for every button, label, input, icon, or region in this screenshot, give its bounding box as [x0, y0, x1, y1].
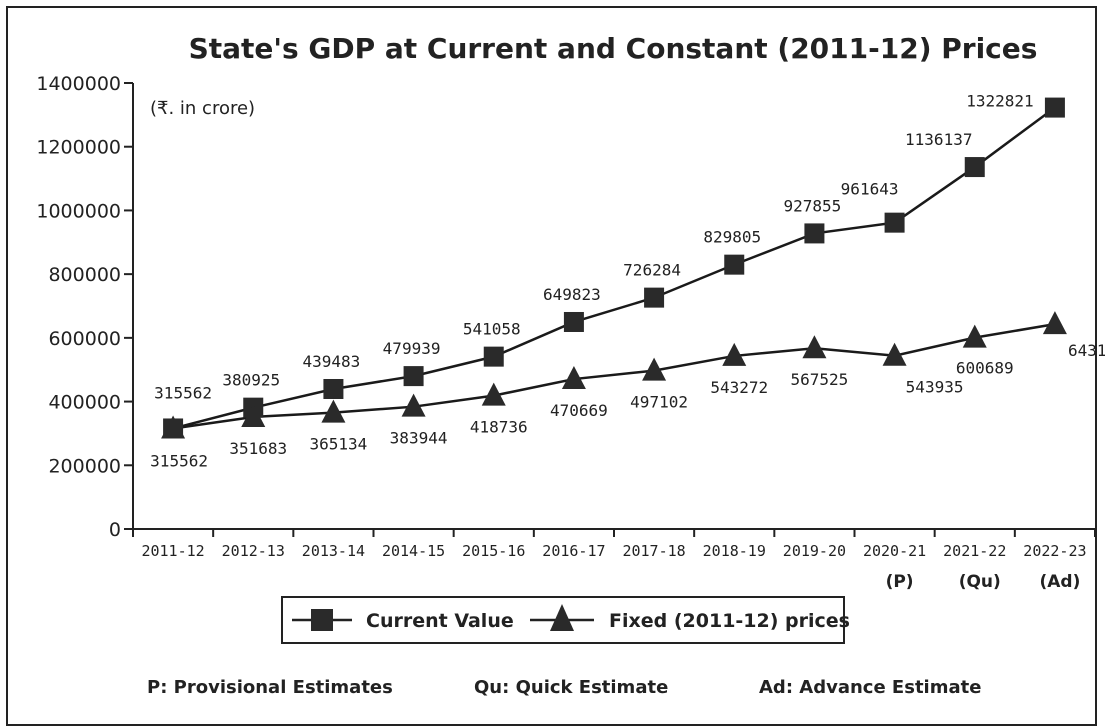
- fixed-prices-point: [161, 415, 186, 439]
- fixed-prices-point: [882, 342, 907, 366]
- fixed-prices-data-label: 497102: [630, 393, 688, 412]
- current-value-data-label: 927855: [784, 196, 842, 215]
- y-tick-label: 1200000: [36, 137, 121, 159]
- current-value-data-label: 479939: [383, 339, 441, 358]
- current-value-point: [724, 254, 745, 275]
- legend-current-label: Current Value: [366, 610, 514, 632]
- x-tick-label: 2020-21: [863, 542, 926, 560]
- current-value-point: [884, 212, 905, 233]
- x-tick-label: 2014-15: [382, 542, 445, 560]
- current-value-data-label: 380925: [222, 371, 280, 390]
- x-tick-label: 2013-14: [302, 542, 365, 560]
- series-markers: [161, 97, 1067, 439]
- fixed-prices-point: [481, 382, 506, 406]
- footnote-advance: Ad: Advance Estimate: [759, 677, 981, 698]
- x-tick-label: 2018-19: [703, 542, 766, 560]
- legend-square-marker: [311, 609, 333, 631]
- current-value-point: [804, 223, 825, 244]
- fixed-prices-point: [642, 357, 667, 381]
- footnote-provisional: P: Provisional Estimates: [147, 677, 393, 698]
- fixed-prices-data-label: 351683: [229, 439, 287, 458]
- legend: Current Value Fixed (2011-12) prices: [281, 596, 850, 644]
- fixed-prices-point: [241, 403, 266, 427]
- fixed-prices-data-label: 315562: [150, 451, 208, 470]
- x-tick-sublabel: (P): [886, 572, 914, 592]
- current-value-point: [964, 157, 985, 178]
- fixed-prices-point: [321, 399, 346, 423]
- fixed-prices-point: [802, 335, 827, 359]
- fixed-prices-point: [401, 393, 426, 417]
- legend-fixed-label: Fixed (2011-12) prices: [609, 610, 850, 632]
- chart-title: State's GDP at Current and Constant (201…: [189, 32, 1038, 65]
- current-value-point: [563, 311, 584, 332]
- fixed-prices-data-label: 470669: [550, 401, 608, 420]
- current-value-point: [483, 346, 504, 367]
- y-tick-label: 400000: [48, 392, 121, 414]
- fixed-prices-data-label: 543935: [906, 378, 964, 397]
- x-tick-label: 2022-23: [1023, 542, 1086, 560]
- x-tick-sublabel: (Qu): [959, 572, 1001, 592]
- current-value-data-label: 726284: [623, 261, 681, 280]
- fixed-prices-data-label: 365134: [310, 435, 368, 454]
- axes: 0 200000 400000 600000 800000 1000000 1200000 1…: [36, 73, 1096, 592]
- fixed-prices-data-label: 643124: [1068, 341, 1105, 360]
- fixed-prices-data-label: 418736: [470, 418, 528, 437]
- fixed-prices-point: [1042, 311, 1067, 335]
- y-tick-label: 1400000: [36, 73, 121, 95]
- x-tick-label: 2017-18: [622, 542, 685, 560]
- fixed-prices-line: [172, 322, 1056, 430]
- fixed-prices-point: [561, 366, 586, 390]
- x-tick-label: 2012-13: [222, 542, 285, 560]
- current-value-point: [323, 378, 344, 399]
- x-tick-label: 2019-20: [783, 542, 846, 560]
- x-tick-label: 2016-17: [542, 542, 605, 560]
- current-value-line: [172, 106, 1056, 430]
- fixed-prices-data-label: 567525: [791, 370, 849, 389]
- y-tick-label: 800000: [48, 264, 121, 286]
- current-value-data-label: 1322821: [966, 92, 1033, 111]
- series-lines: [172, 106, 1056, 430]
- fixed-prices-point: [722, 342, 747, 366]
- x-tick-sublabel: (Ad): [1039, 572, 1080, 592]
- current-value-data-label: 1136137: [905, 130, 972, 149]
- current-value-data-label: 649823: [543, 285, 601, 304]
- current-value-data-label: 829805: [703, 228, 761, 247]
- y-tick-label: 1000000: [36, 200, 121, 222]
- x-tick-label: 2021-22: [943, 542, 1006, 560]
- current-value-data-label: 961643: [841, 180, 899, 199]
- fixed-prices-data-label: 383944: [390, 429, 448, 448]
- footnote-quick: Qu: Quick Estimate: [474, 677, 668, 698]
- current-value-point: [644, 287, 665, 308]
- current-value-point: [403, 366, 424, 387]
- fixed-prices-data-label: 600689: [956, 359, 1014, 378]
- current-value-data-label: 541058: [463, 320, 521, 339]
- data-labels: 315562 380925 439483 479939 541058 649823 7262…: [150, 92, 1105, 471]
- y-tick-label: 600000: [48, 328, 121, 350]
- y-tick-label: 200000: [48, 455, 121, 477]
- x-tick-label: 2011-12: [141, 542, 204, 560]
- unit-note: (₹. in crore): [150, 98, 255, 119]
- current-value-data-label: 315562: [154, 383, 212, 402]
- current-value-data-label: 439483: [303, 352, 361, 371]
- fixed-prices-data-label: 543272: [710, 378, 768, 397]
- fixed-prices-point: [962, 324, 987, 348]
- y-tick-label: 0: [109, 519, 121, 541]
- legend-triangle-marker: [550, 604, 574, 631]
- current-value-point: [1044, 97, 1065, 118]
- x-tick-label: 2015-16: [462, 542, 525, 560]
